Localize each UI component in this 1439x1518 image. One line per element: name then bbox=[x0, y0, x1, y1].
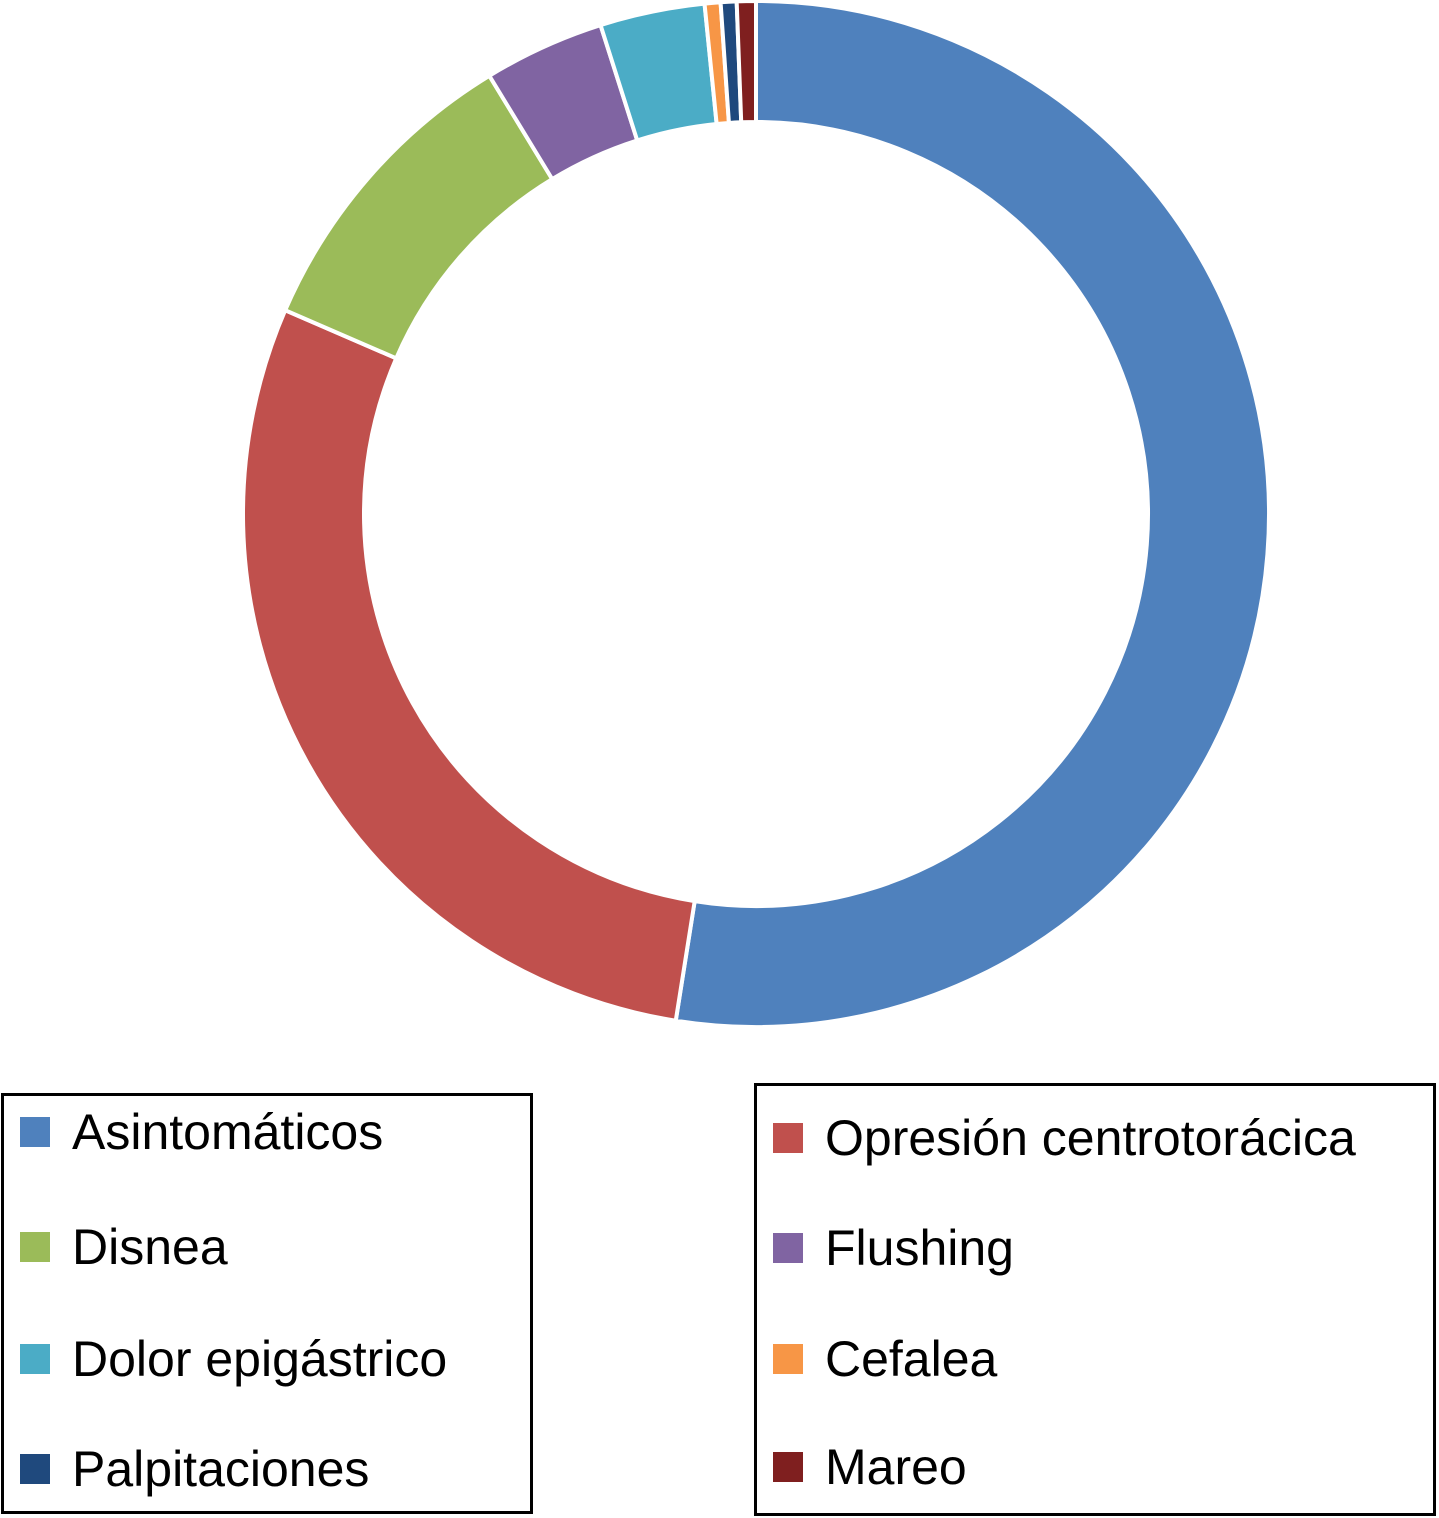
legend-box-left: Asintomáticos Disnea Dolor epigástrico Palp… bbox=[1, 1093, 533, 1514]
legend-swatch bbox=[773, 1123, 803, 1153]
legend-label: Mareo bbox=[825, 1439, 967, 1495]
legend-swatch bbox=[773, 1344, 803, 1374]
legend-swatch bbox=[20, 1344, 50, 1374]
legend-box-right: Opresión centrotorácica Flushing Cefalea Ma… bbox=[754, 1083, 1436, 1516]
legend-label: Dolor epigástrico bbox=[72, 1331, 448, 1387]
legend-swatch bbox=[20, 1232, 50, 1262]
legend-label: Palpitaciones bbox=[72, 1441, 370, 1497]
legend-item-disnea: Disnea bbox=[4, 1217, 228, 1277]
legend-swatch bbox=[773, 1452, 803, 1482]
donut-slice-mareo bbox=[734, 0, 758, 125]
donut-chart bbox=[241, 0, 1272, 1029]
legend-item-palpitaciones: Palpitaciones bbox=[4, 1439, 369, 1499]
legend-swatch bbox=[20, 1454, 50, 1484]
donut-slice-opresion-centrotoracica bbox=[241, 307, 697, 1023]
legend-label: Flushing bbox=[825, 1220, 1014, 1276]
legend-item-cefalea: Cefalea bbox=[757, 1329, 997, 1389]
legend-item-asintomaticos: Asintomáticos bbox=[4, 1102, 383, 1162]
legend-label: Asintomáticos bbox=[72, 1104, 384, 1160]
legend-swatch bbox=[773, 1233, 803, 1263]
legend-label: Disnea bbox=[72, 1219, 228, 1275]
donut-slice-disnea bbox=[282, 73, 555, 361]
legend-item-dolor-epigastrico: Dolor epigástrico bbox=[4, 1329, 447, 1389]
legend-item-mareo: Mareo bbox=[757, 1437, 967, 1497]
legend-item-opresion-centrotoracica: Opresión centrotorácica bbox=[757, 1108, 1356, 1168]
legend-label: Opresión centrotorácica bbox=[825, 1110, 1356, 1166]
legend-label: Cefalea bbox=[825, 1331, 998, 1387]
legend-item-flushing: Flushing bbox=[757, 1218, 1014, 1278]
donut-slice-asintomaticos bbox=[673, 0, 1272, 1029]
legend-swatch bbox=[20, 1117, 50, 1147]
